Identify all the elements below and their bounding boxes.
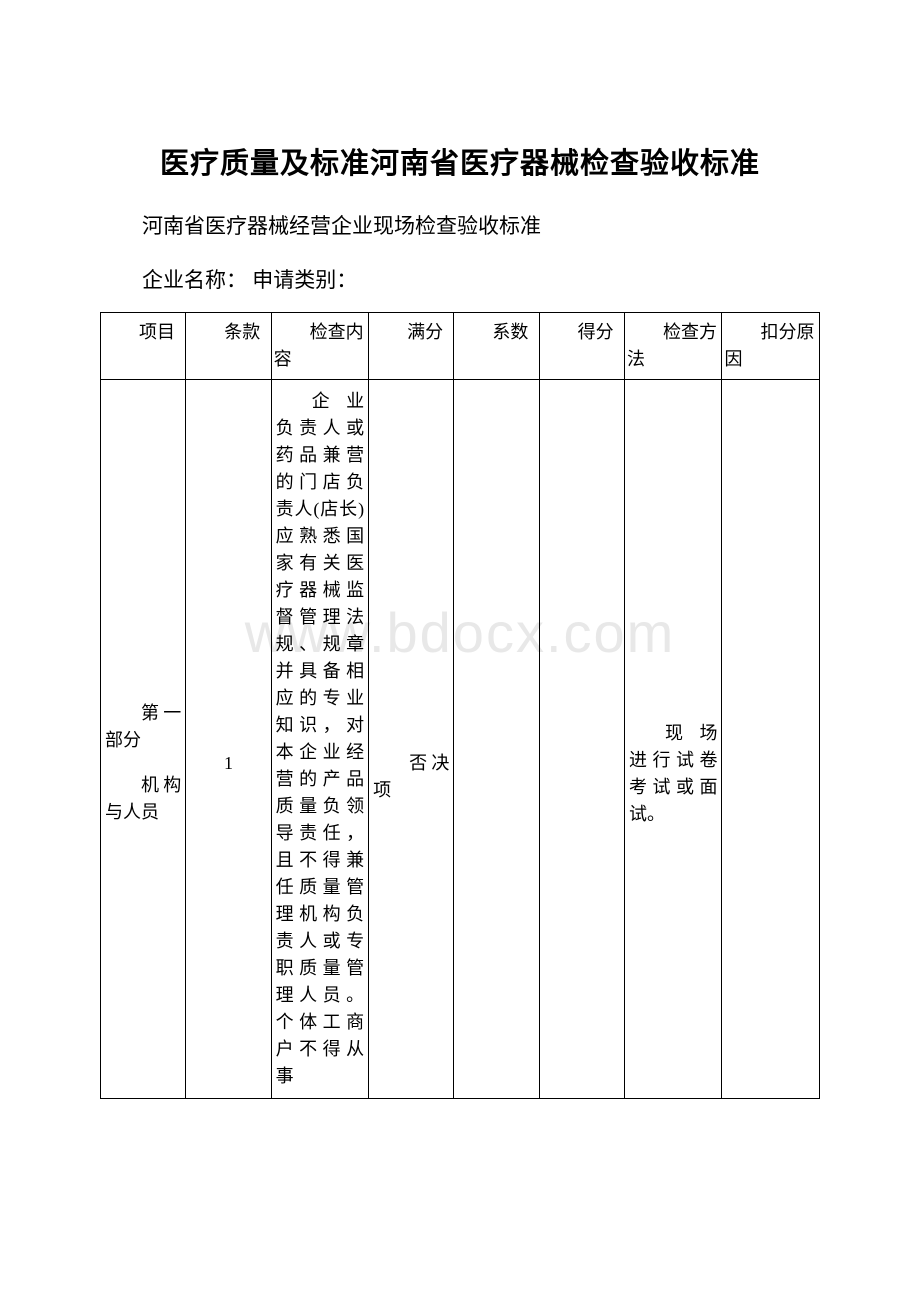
- subtitle-text: 河南省医疗器械经营企业现场检查验收标准: [100, 210, 820, 240]
- header-content: 检查内容: [271, 313, 368, 380]
- cell-clause: 1: [186, 380, 271, 1099]
- header-coefficient: 系数: [454, 313, 539, 380]
- form-line: 企业名称： 申请类别：: [100, 264, 820, 294]
- cell-score: [539, 380, 624, 1099]
- header-method: 检查方法: [624, 313, 721, 380]
- document-content: 医疗质量及标准河南省医疗器械检查验收标准 河南省医疗器械经营企业现场检查验收标准…: [100, 140, 820, 1099]
- cell-fullscore: 否决项: [369, 380, 454, 1099]
- inspection-table: 项目 条款 检查内容 满分 系数 得分 检查方法 扣分原因 第一部分 机构与人员…: [100, 312, 820, 1099]
- header-clause: 条款: [186, 313, 271, 380]
- table-row: 第一部分 机构与人员 1 企业负责人或药品兼营的门店负责人(店长)应熟悉国家有关…: [101, 380, 820, 1099]
- header-project: 项目: [101, 313, 186, 380]
- cell-content: 企业负责人或药品兼营的门店负责人(店长)应熟悉国家有关医疗器械监督管理法规、规章…: [271, 380, 368, 1099]
- page-title: 医疗质量及标准河南省医疗器械检查验收标准: [100, 140, 820, 182]
- cell-coefficient: [454, 380, 539, 1099]
- table-header-row: 项目 条款 检查内容 满分 系数 得分 检查方法 扣分原因: [101, 313, 820, 380]
- header-deduction: 扣分原因: [722, 313, 820, 380]
- cell-project: 第一部分 机构与人员: [101, 380, 186, 1099]
- cell-deduction: [722, 380, 820, 1099]
- cell-method: 现场进行试卷考试或面试。: [624, 380, 721, 1099]
- header-score: 得分: [539, 313, 624, 380]
- header-fullscore: 满分: [369, 313, 454, 380]
